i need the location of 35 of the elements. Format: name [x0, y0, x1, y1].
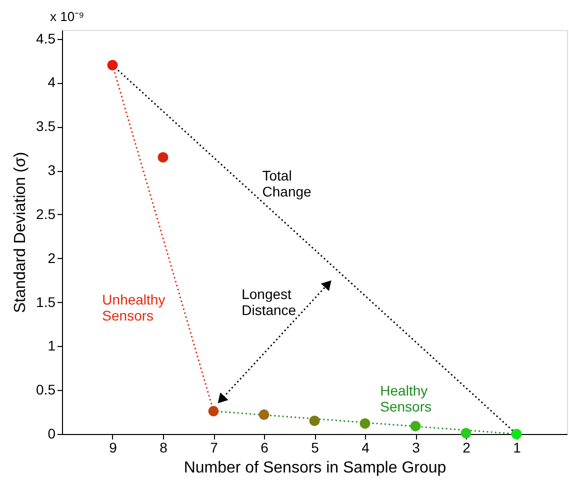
- y-tick-label: 0.5: [36, 382, 56, 398]
- y-tick-label: 4.5: [36, 30, 56, 46]
- point: [158, 152, 168, 163]
- series-label: Longest Distance: [242, 286, 296, 318]
- point: [410, 420, 421, 432]
- text: x 10⁻⁹: [50, 9, 84, 24]
- y-axis-title: Standard Deviation (σ): [12, 152, 30, 314]
- y-tick-label: 3: [48, 162, 56, 178]
- point: [258, 409, 270, 420]
- y-tick-label: 1: [48, 338, 56, 354]
- x-tick-label: 4: [362, 440, 370, 456]
- point: [511, 428, 522, 440]
- point: [360, 418, 370, 429]
- x-tick-label: 9: [109, 440, 118, 456]
- y-tick-label: 1.5: [36, 294, 56, 310]
- point: [460, 428, 472, 438]
- point: [309, 416, 320, 426]
- y-tick-label: 2: [48, 250, 56, 266]
- series-label: Healthy Sensors: [380, 382, 432, 415]
- x-tick-label: 3: [412, 440, 420, 456]
- series-label: Unhealthy Sensors: [102, 291, 166, 324]
- x-tick-label: 8: [160, 440, 168, 456]
- x-tick-label: 2: [462, 440, 471, 456]
- series-label: Total Change: [262, 167, 312, 200]
- x-axis-title: Number of Sensors in Sample Group: [184, 460, 446, 476]
- y-tick-label: 3.5: [36, 118, 56, 134]
- point: [107, 60, 118, 70]
- x-tick-label: 1: [513, 440, 522, 456]
- x-tick-label: 7: [210, 440, 218, 456]
- y-tick-label: 0: [48, 426, 56, 442]
- y-tick-label: 2.5: [36, 206, 56, 222]
- y-tick-label: 4: [48, 74, 56, 90]
- x-tick-label: 6: [260, 440, 269, 456]
- point: [208, 406, 219, 416]
- x-tick-label: 5: [311, 440, 320, 456]
